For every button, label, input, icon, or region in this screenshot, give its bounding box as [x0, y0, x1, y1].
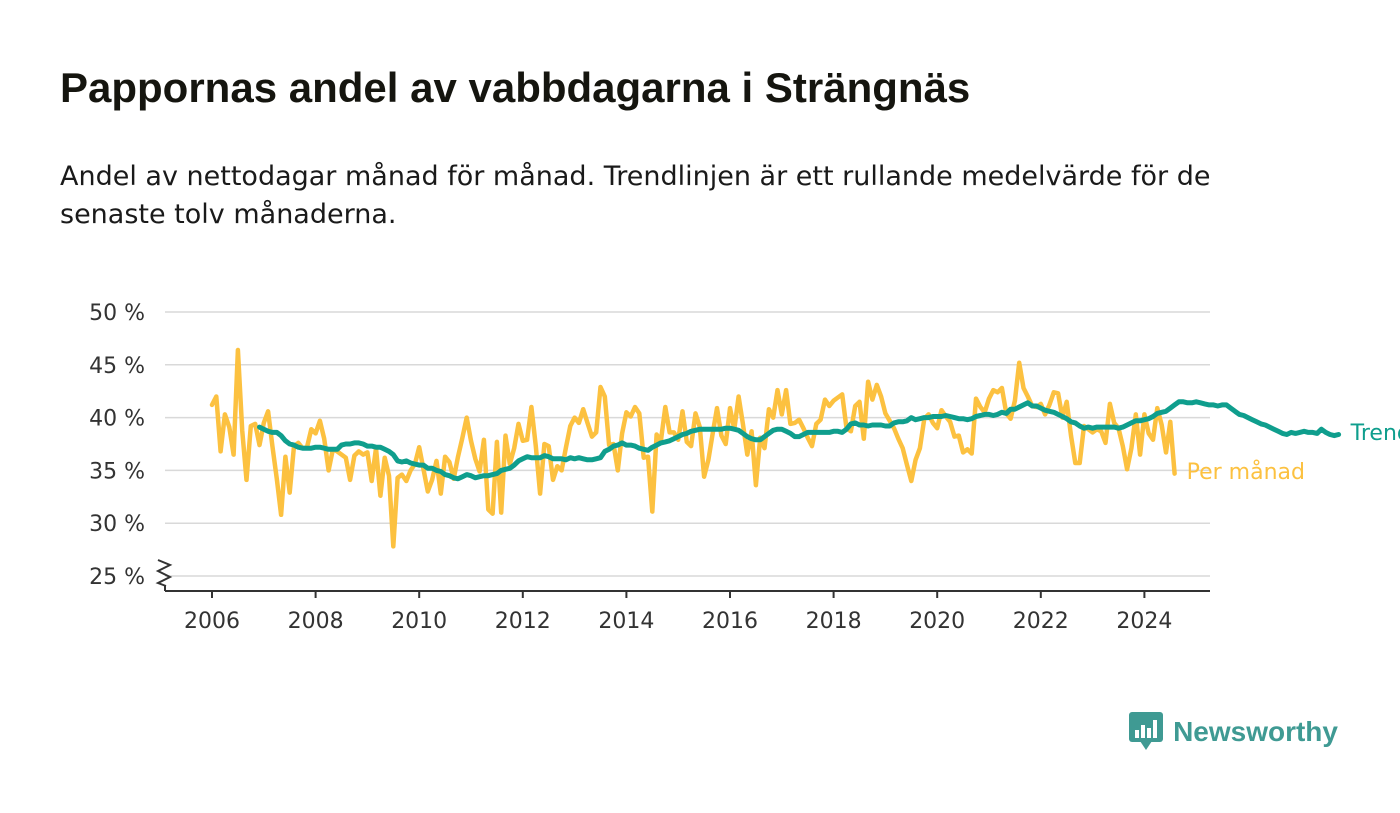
- x-tick-label: 2024: [1116, 609, 1172, 634]
- y-tick-label: 25 %: [89, 565, 145, 590]
- y-tick-label: 45 %: [89, 354, 145, 379]
- x-tick-label: 2010: [391, 609, 447, 634]
- x-tick-label: 2020: [909, 609, 965, 634]
- series-label-per-manad: Per månad: [1187, 459, 1305, 485]
- x-tick-label: 2022: [1013, 609, 1069, 634]
- y-tick-label: 40 %: [89, 407, 145, 432]
- label-layer: Per månad Trend: [1187, 421, 1400, 485]
- series-layer: [209, 347, 1342, 549]
- x-tick-label: 2014: [598, 609, 654, 634]
- x-tick-label: 2016: [702, 609, 758, 634]
- x-tick-label: 2008: [288, 609, 344, 634]
- y-tick-label: 35 %: [89, 459, 145, 484]
- axis-break-icon: [155, 559, 173, 587]
- y-tick-label: 50 %: [89, 301, 145, 326]
- x-tick-label: 2006: [184, 609, 240, 634]
- series-line-trend: [257, 399, 1342, 482]
- chart-title: Pappornas andel av vabbdagarna i Strängn…: [60, 64, 971, 111]
- grid-layer: [165, 311, 1210, 577]
- y-tick-label: 30 %: [89, 512, 145, 537]
- axis-layer: 25 % 30 % 35 % 40 % 45 % 50 % 2006 2008 2010 2012…: [89, 301, 1210, 634]
- x-tick-label: 2018: [806, 609, 862, 634]
- x-tick-label: 2012: [495, 609, 551, 634]
- brand-logo: Newsworthy: [1129, 710, 1338, 754]
- brand-name: Newsworthy: [1173, 716, 1338, 747]
- chart-subtitle: Andel av nettodagar månad för månad. Tre…: [60, 161, 1211, 230]
- series-label-trend: Trend: [1350, 421, 1400, 446]
- newsworthy-logo-icon: [1129, 712, 1164, 750]
- series-line-per-manad: [209, 347, 1177, 549]
